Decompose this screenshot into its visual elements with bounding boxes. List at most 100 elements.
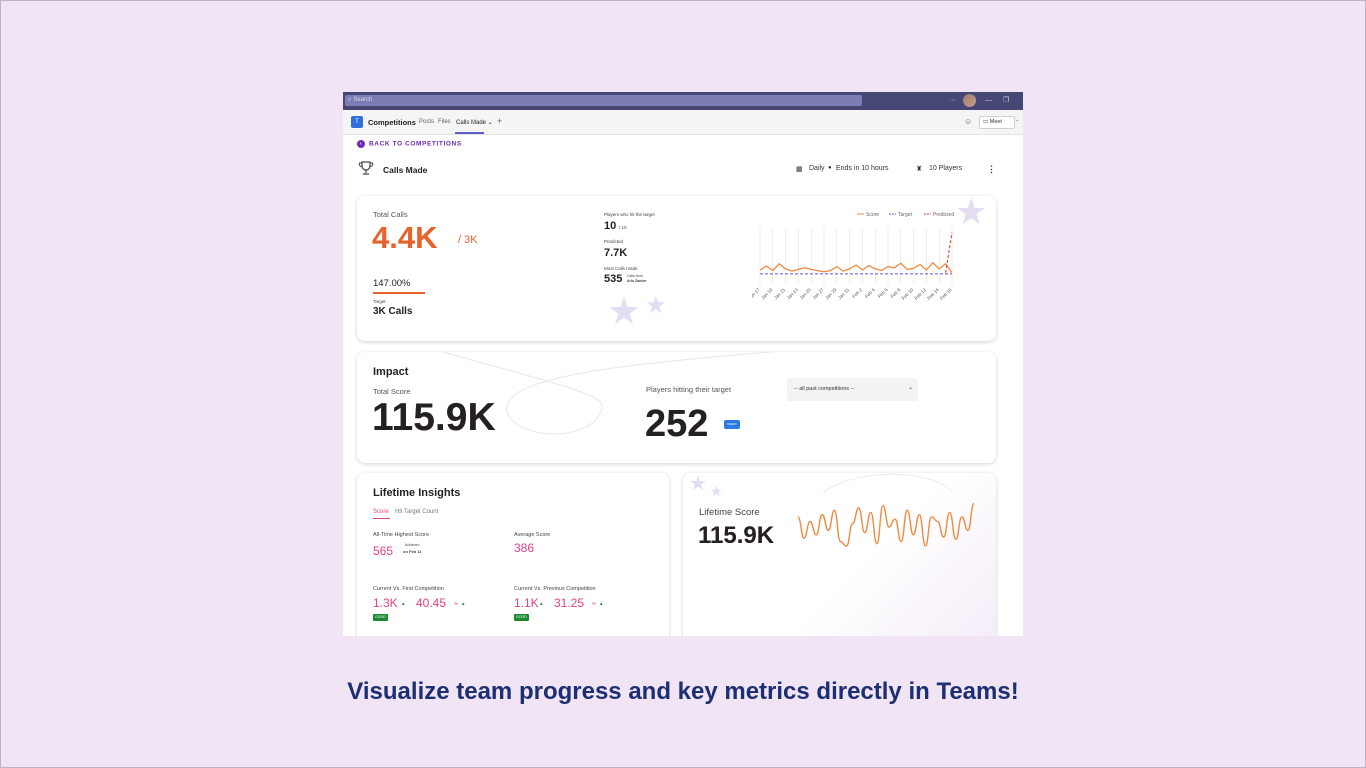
legend-label: Target [898,212,913,218]
series-score-line [759,261,953,274]
x-tick-label: Jan 31 [837,287,851,301]
lifetime-sparkline [797,502,975,547]
x-tick-label: Jan 21 [773,287,787,301]
players-hit-value: 10 [604,220,617,232]
chevron-down-icon: ⌄ [908,385,914,391]
decor-star-icon: ★ [689,473,707,495]
sparkline-path [797,502,975,547]
average-score-value: 386 [514,541,535,555]
tab-calls-made[interactable]: Calls Made ⌄ [456,120,493,126]
good-badge: GOOD [514,614,529,621]
most-calls-value: 535 [604,273,623,285]
target-label: Target [373,299,386,304]
trophy-icon [358,161,374,175]
players-count[interactable]: 10 Players [929,165,963,172]
decor-swirl [441,352,776,435]
decor-star-icon: ★ [955,196,988,232]
channel-title: Competitions [368,118,416,127]
up-arrow-icon: ▲ [401,601,406,606]
highest-score-value: 565 [373,544,394,558]
good-badge: GOOD [373,614,388,621]
team-icon: T [351,116,363,128]
teams-window: ⌕ Search ··· — ❐ T Competitions Posts Fil… [343,92,1023,636]
meet-button[interactable]: ▭ Meet [979,116,1015,129]
series-predicted-line [945,232,953,273]
tab-posts[interactable]: Posts [419,119,435,125]
total-score-label: Total Score [373,387,411,396]
insights-title: Lifetime Insights [373,487,461,499]
progress-fill [373,292,425,294]
players-icon: ♜ [916,166,923,173]
chat-icon[interactable]: ☺ [964,117,973,126]
target-value: 3K Calls [373,306,413,317]
demo-badge: DEMO [724,420,740,429]
tab-files[interactable]: Files [438,119,451,125]
caption: Visualize team progress and key metrics … [347,678,1019,705]
total-calls-label: Total Calls [373,210,408,219]
decor-star-icon: ★ [645,292,667,319]
active-tab-indicator [455,132,484,134]
lifetime-score-label: Lifetime Score [699,507,760,518]
up-arrow-icon: ▲ [599,601,604,606]
tab-bar: T Competitions Posts Files Calls Made ⌄ … [343,110,1023,135]
add-tab-button[interactable]: + [497,116,503,126]
x-tick-label: Jan 29 [824,287,838,301]
tab-score[interactable]: Score [373,509,389,515]
ends-label: Ends in 10 hours [836,165,889,172]
most-calls-label: Most Calls made [604,266,638,271]
search-input[interactable]: ⌕ Search [345,95,862,106]
competition-select-value: -- all past competitions -- [794,386,855,392]
x-tick-label: Feb 6 [877,287,889,299]
players-hitting-value: 252 [645,403,709,445]
search-icon: ⌕ [348,97,352,103]
video-icon: ▭ [983,119,989,125]
most-calls-from: Calls from [627,274,643,278]
lifetime-score-card: ★ ★ Lifetime Score 115.9K [683,473,996,636]
meet-dropdown-icon[interactable]: ⌄ [1015,117,1020,123]
x-tick-label: Feb 2 [851,287,863,299]
x-tick-label: Jan 19 [760,287,774,301]
achieved-label: Achieved [405,543,420,547]
current-vs-first-value: 1.3K [373,596,398,610]
lifetime-score-value: 115.9K [698,522,775,549]
title-bar: ⌕ Search ··· — ❐ [343,92,1023,110]
average-score-label: Average Score [514,532,551,538]
up-arrow-icon: ▲ [461,601,466,606]
percent-complete: 147.00% [373,278,411,289]
decor-star-icon: ★ [607,291,642,333]
up-arrow-icon: ▲ [539,601,544,606]
schedule-label: Daily [809,165,825,172]
avatar[interactable] [963,94,976,107]
impact-title: Impact [373,366,409,378]
players-hit-label: Players who hit the target [604,212,655,217]
back-to-competitions-link[interactable]: ‹ BACK TO COMPETITIONS [357,140,462,148]
total-calls-value: 4.4K [372,220,438,255]
legend-label: Score [866,212,879,218]
competition-select[interactable]: -- all past competitions -- ⌄ [787,378,918,401]
x-tick-label: Jan 25 [799,287,813,301]
percent-sign: % [454,601,459,606]
most-calls-name: Arlo Zander [627,279,647,283]
current-vs-first-label: Current Vs. First Competition [373,586,444,592]
x-tick-label: Feb 4 [864,287,876,299]
x-tick-label: Feb 12 [913,287,927,301]
tab-hit-target[interactable]: Hit Target Count [395,509,439,515]
total-calls-card: ★ ★ ★ Total Calls 4.4K / 3K 147.00% Targ… [357,196,996,341]
progress-track [373,292,425,294]
more-options-button[interactable]: ··· [949,97,956,104]
achieved-date: on Feb 11 [403,549,422,554]
x-tick-label: Feb 16 [939,287,953,301]
percent-sign: % [592,601,597,606]
x-tick-label: Jan 17 [752,287,761,301]
calendar-icon: ▦ [796,166,803,173]
minimize-button[interactable]: — [985,97,992,104]
maximize-button[interactable]: ❐ [1003,97,1010,104]
current-vs-previous-label: Current Vs. Previous Competition [514,586,596,592]
decor-swirl [822,473,954,494]
separator-dot: ● [828,165,832,171]
current-vs-first-pct: 40.45 [416,596,447,610]
competition-title: Calls Made [383,165,428,175]
x-tick-label: Feb 14 [926,287,940,301]
players-hitting-label: Players hitting their target [646,385,732,394]
more-menu-button[interactable]: ⋮ [987,164,996,174]
